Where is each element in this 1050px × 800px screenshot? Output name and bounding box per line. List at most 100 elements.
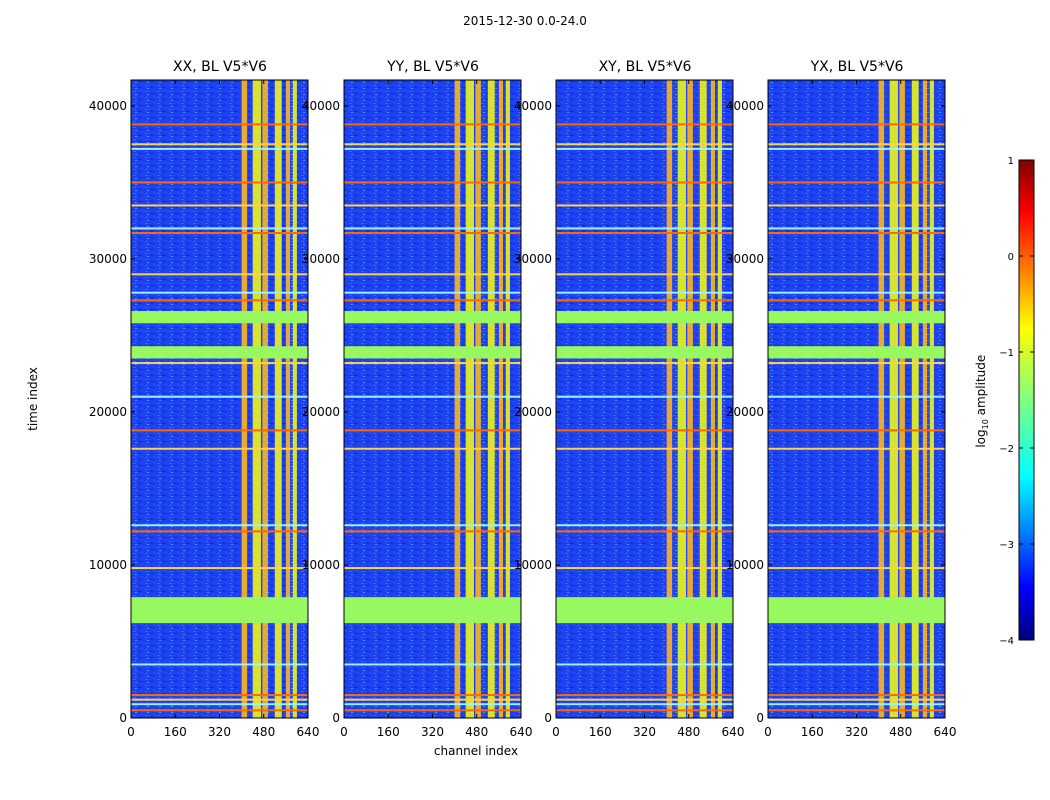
time-line: [131, 291, 308, 294]
time-line: [344, 231, 521, 234]
channel-band: [710, 80, 716, 718]
time-line: [344, 395, 521, 398]
x-tick-label: 160: [801, 725, 824, 739]
x-tick-label: 640: [510, 725, 533, 739]
time-line: [556, 143, 733, 146]
channel-band: [878, 80, 885, 718]
time-line: [131, 204, 308, 207]
time-line: [131, 429, 308, 432]
time-line: [131, 703, 308, 706]
channel-band: [475, 80, 481, 718]
x-tick-label: 320: [633, 725, 656, 739]
time-line: [131, 231, 308, 234]
time-line: [131, 147, 308, 150]
time-line: [556, 123, 733, 126]
y-tick-label: 10000: [89, 558, 127, 572]
time-line: [344, 524, 521, 527]
time-line: [768, 123, 945, 126]
time-line: [131, 530, 308, 533]
flagged-band: [344, 311, 521, 324]
channel-band: [899, 80, 905, 718]
time-line: [556, 181, 733, 184]
time-line: [131, 524, 308, 527]
time-line: [768, 703, 945, 706]
time-line: [556, 567, 733, 570]
time-line: [131, 663, 308, 666]
time-line: [556, 299, 733, 302]
flagged-band: [131, 311, 308, 324]
flagged-band: [768, 346, 945, 359]
time-line: [556, 447, 733, 450]
time-line: [768, 395, 945, 398]
time-line: [344, 429, 521, 432]
flagged-band: [556, 311, 733, 324]
x-axis-label: channel index: [433, 744, 519, 758]
channel-band: [687, 80, 693, 718]
channel-band: [717, 80, 722, 718]
time-line: [556, 273, 733, 276]
x-tick-label: 320: [208, 725, 231, 739]
time-line: [768, 143, 945, 146]
colorbar-tick-label: −2: [999, 444, 1014, 455]
x-tick-label: 0: [127, 725, 135, 739]
time-line: [556, 694, 733, 697]
y-tick-label: 30000: [302, 252, 340, 266]
flagged-band: [556, 346, 733, 359]
time-line: [344, 663, 521, 666]
x-tick-label: 480: [252, 725, 275, 739]
time-line: [556, 709, 733, 712]
time-line: [131, 299, 308, 302]
time-line: [344, 147, 521, 150]
panel-1: 0 160 320 480 640 0 10000 20000 30000 40000: [89, 79, 319, 739]
channel-band: [929, 80, 934, 718]
time-line: [556, 231, 733, 234]
time-line: [344, 362, 521, 365]
time-line: [131, 395, 308, 398]
time-line: [131, 123, 308, 126]
time-line: [344, 567, 521, 570]
channel-band: [465, 80, 474, 718]
time-line: [344, 698, 521, 701]
x-tick-label: 320: [845, 725, 868, 739]
time-line: [344, 204, 521, 207]
time-line: [131, 698, 308, 701]
time-line: [131, 227, 308, 230]
channel-band: [241, 80, 248, 718]
colorbar-tick-label: −3: [999, 540, 1014, 551]
panel-3: 0 160 320 480 640 0 10000 20000 30000 40000: [514, 79, 745, 739]
y-tick-label: 10000: [302, 558, 340, 572]
panel-2: 0 160 320 480 640 0 10000 20000 30000 40000: [302, 79, 533, 739]
time-line: [768, 698, 945, 701]
time-line: [344, 703, 521, 706]
time-line: [768, 181, 945, 184]
time-line: [344, 291, 521, 294]
channel-band: [505, 80, 510, 718]
time-line: [768, 663, 945, 666]
time-line: [556, 147, 733, 150]
y-tick-label: 30000: [514, 252, 552, 266]
channel-band: [666, 80, 673, 718]
panel-title: XY, BL V5*V6: [598, 59, 692, 75]
time-line: [344, 123, 521, 126]
flagged-band: [131, 597, 308, 624]
x-tick-label: 0: [552, 725, 560, 739]
colorbar-tick-label: −4: [999, 636, 1014, 647]
time-line: [768, 227, 945, 230]
x-tick-label: 320: [421, 725, 444, 739]
time-line: [768, 694, 945, 697]
flagged-band: [556, 597, 733, 624]
time-line: [556, 362, 733, 365]
y-tick-label: 40000: [89, 99, 127, 113]
time-line: [768, 147, 945, 150]
channel-band: [262, 80, 268, 718]
x-tick-label: 640: [722, 725, 745, 739]
x-tick-label: 160: [377, 725, 400, 739]
time-line: [556, 395, 733, 398]
colorbar-tick-label: −1: [999, 348, 1014, 359]
channel-band: [699, 80, 707, 718]
time-line: [768, 429, 945, 432]
y-tick-label: 0: [119, 711, 127, 725]
colorbar-gradient: [1018, 159, 1035, 641]
time-line: [131, 362, 308, 365]
time-line: [344, 709, 521, 712]
